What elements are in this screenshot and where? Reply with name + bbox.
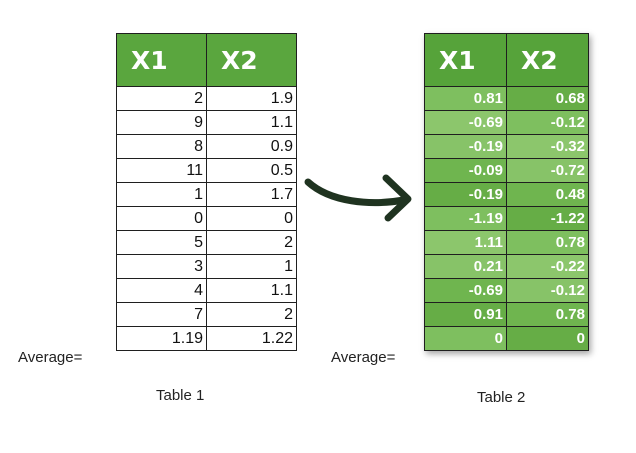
table-cell-x1: 9 (116, 110, 207, 135)
table-cell-x1: -0.69 (424, 110, 507, 135)
table-cell-x1: 0.81 (424, 86, 507, 111)
table-1-header-row: X1 X2 (116, 33, 297, 87)
table-cell-x2: 0.48 (506, 182, 589, 207)
table-1: X1 X2 2 1.9 9 1.1 8 0.9 11 0.5 1 1.7 0 0 5 2 3 1 4 1.1 7 2 1… (116, 33, 297, 351)
table-2-header-row: X1 X2 (424, 33, 589, 87)
table-cell-x1: -1.19 (424, 206, 507, 231)
table-2-header-x1: X1 (424, 33, 507, 87)
curved-right-arrow-icon (304, 174, 412, 222)
table-cell-x2: 0.78 (506, 302, 589, 327)
table-row: 0.91 0.78 (424, 302, 589, 327)
table-cell-x1: 0.21 (424, 254, 507, 279)
table2-average-x1: 0 (424, 326, 507, 351)
table-2-header-x2: X2 (506, 33, 589, 87)
table-row: -1.19 -1.22 (424, 206, 589, 231)
table-row: 4 1.1 (116, 278, 297, 303)
table1-average-row: 1.19 1.22 (116, 326, 297, 351)
table-cell-x2: 0.5 (206, 158, 297, 183)
table-row: 1 1.7 (116, 182, 297, 207)
table-cell-x1: 0.91 (424, 302, 507, 327)
table-row: -0.09 -0.72 (424, 158, 589, 183)
table-1-caption: Table 1 (156, 387, 205, 404)
table-cell-x2: -1.22 (506, 206, 589, 231)
table-cell-x2: 0.78 (506, 230, 589, 255)
table-cell-x1: -0.19 (424, 182, 507, 207)
table-cell-x1: 3 (116, 254, 207, 279)
table-cell-x2: -0.22 (506, 254, 589, 279)
table-cell-x2: 2 (206, 230, 297, 255)
table-cell-x2: 1.7 (206, 182, 297, 207)
table-row: -0.19 0.48 (424, 182, 589, 207)
table-cell-x1: 7 (116, 302, 207, 327)
table-cell-x2: 1 (206, 254, 297, 279)
table-cell-x1: 8 (116, 134, 207, 159)
table-2: X1 X2 0.81 0.68 -0.69 -0.12 -0.19 -0.32 -0.09-… (424, 33, 589, 351)
table-cell-x2: -0.12 (506, 278, 589, 303)
table-cell-x2: -0.12 (506, 110, 589, 135)
table-cell-x2: -0.72 (506, 158, 589, 183)
table-cell-x1: -0.19 (424, 134, 507, 159)
table-cell-x1: 1 (116, 182, 207, 207)
table-cell-x2: -0.32 (506, 134, 589, 159)
table-cell-x1: 2 (116, 86, 207, 111)
table-row: -0.19 -0.32 (424, 134, 589, 159)
table-row: 2 1.9 (116, 86, 297, 111)
table-cell-x2: 1.9 (206, 86, 297, 111)
table-cell-x1: 4 (116, 278, 207, 303)
table-cell-x2: 0.9 (206, 134, 297, 159)
table-cell-x2: 0.68 (506, 86, 589, 111)
table-row: 1.11 0.78 (424, 230, 589, 255)
table1-average-x1: 1.19 (116, 326, 207, 351)
table-cell-x1: 5 (116, 230, 207, 255)
table-1-average-label: Average= (18, 349, 83, 366)
table-cell-x2: 0 (206, 206, 297, 231)
table2-average-x2: 0 (506, 326, 589, 351)
table-cell-x1: -0.09 (424, 158, 507, 183)
table-row: -0.69 -0.12 (424, 278, 589, 303)
table-row: -0.69 -0.12 (424, 110, 589, 135)
table-row: 0.81 0.68 (424, 86, 589, 111)
table-row: 0.21 -0.22 (424, 254, 589, 279)
table-row: 11 0.5 (116, 158, 297, 183)
table-row: 8 0.9 (116, 134, 297, 159)
table-cell-x1: 1.11 (424, 230, 507, 255)
table-1-header-x2: X2 (206, 33, 297, 87)
table-2-caption: Table 2 (477, 389, 526, 406)
table-cell-x1: -0.69 (424, 278, 507, 303)
table-cell-x2: 2 (206, 302, 297, 327)
table-cell-x1: 0 (116, 206, 207, 231)
table-cell-x2: 1.1 (206, 110, 297, 135)
table-cell-x1: 11 (116, 158, 207, 183)
table-1-body: 2 1.9 9 1.1 8 0.9 11 0.5 1 1.7 0 0 5 2 3 1 4 1.1 7 2 1.19 1.2… (116, 86, 297, 351)
table-1-header-x1: X1 (116, 33, 207, 87)
table-2-average-label: Average= (331, 349, 396, 366)
table-2-body: 0.81 0.68 -0.69 -0.12 -0.19 -0.32 -0.09 -0.72 -0… (424, 86, 589, 351)
table-row: 9 1.1 (116, 110, 297, 135)
table1-average-x2: 1.22 (206, 326, 297, 351)
table-cell-x2: 1.1 (206, 278, 297, 303)
